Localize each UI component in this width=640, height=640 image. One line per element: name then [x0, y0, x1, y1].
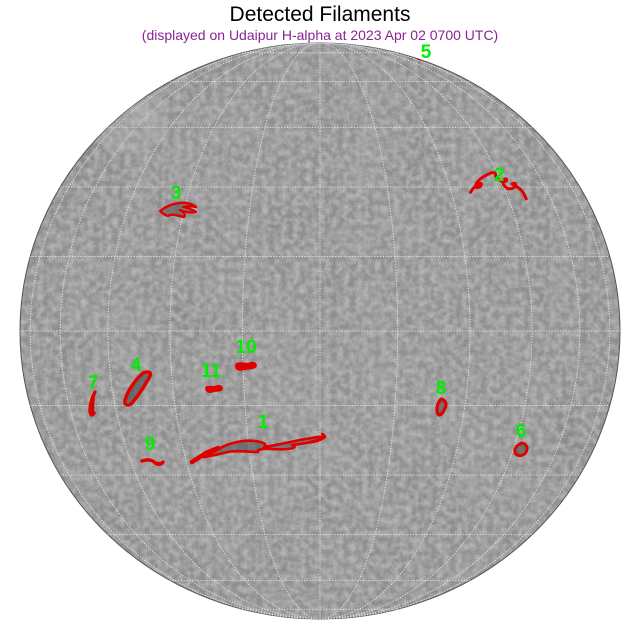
svg-text:6: 6 [516, 421, 527, 442]
svg-text:11: 11 [201, 361, 222, 382]
svg-text:7: 7 [88, 373, 99, 394]
svg-text:8: 8 [436, 378, 447, 399]
svg-text:10: 10 [235, 337, 256, 358]
svg-text:3: 3 [171, 183, 182, 204]
svg-text:2: 2 [494, 165, 505, 186]
svg-text:4: 4 [131, 355, 142, 376]
svg-text:9: 9 [145, 434, 156, 455]
svg-text:5: 5 [421, 42, 432, 63]
svg-text:1: 1 [258, 412, 269, 433]
